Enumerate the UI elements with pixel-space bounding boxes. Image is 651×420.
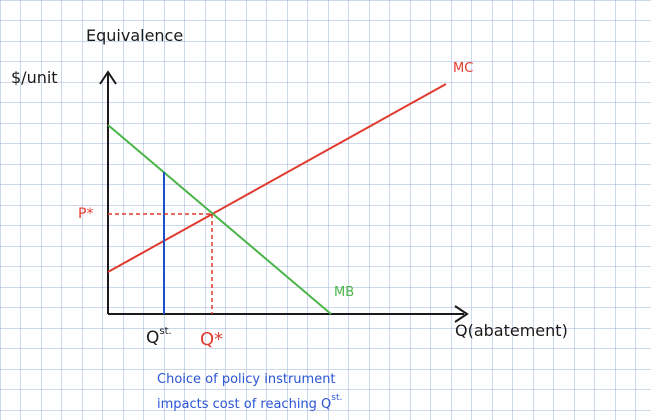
y-axis-label: $/unit xyxy=(11,68,58,87)
mb-label: MB xyxy=(334,285,354,300)
note-line-1: Choice of policy instrument xyxy=(157,372,336,387)
mb-curve xyxy=(107,124,332,315)
note-line-2: impacts cost of reaching Qst. xyxy=(157,393,342,412)
note-line-2-sup: st. xyxy=(331,393,342,403)
note-line-2-main: impacts cost of reaching Q xyxy=(157,397,331,412)
diagram-title: Equivalence xyxy=(86,26,183,45)
mc-label: MC xyxy=(453,61,473,76)
x-axis-label: Q(abatement) xyxy=(455,321,568,340)
standard-quantity-sup: st. xyxy=(159,326,171,337)
x-axis-arrow-icon xyxy=(454,305,469,323)
equilibrium-price-label: P* xyxy=(78,206,93,222)
standard-quantity-label: Qst. xyxy=(146,326,172,348)
equilibrium-quantity-label: Q* xyxy=(200,329,223,350)
standard-quantity-main: Q xyxy=(146,328,159,348)
y-axis-arrow-icon xyxy=(99,70,117,85)
